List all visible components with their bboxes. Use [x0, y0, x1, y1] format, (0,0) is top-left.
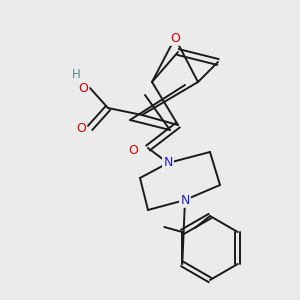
Text: O: O — [170, 32, 180, 44]
Text: O: O — [128, 143, 138, 157]
Text: O: O — [78, 82, 88, 94]
Text: H: H — [72, 68, 80, 82]
Text: O: O — [76, 122, 86, 134]
Text: N: N — [163, 157, 173, 169]
Text: N: N — [180, 194, 190, 206]
